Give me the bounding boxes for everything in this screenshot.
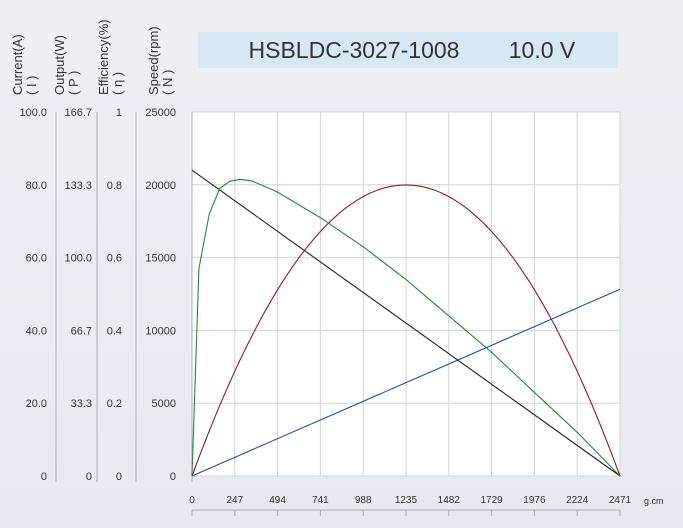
y-axes: 0 20.0 40.0 60.0 80.0 100.0 0 33.3 66.7 100.0 133.… [19,107,193,483]
y-tick-label-current: 100.0 [19,107,47,119]
x-tick-label: 988 [355,495,372,506]
x-tick-label: 1235 [395,495,418,506]
y-tick-label-speed: 25000 [145,107,176,119]
x-tick-label: 741 [312,495,329,506]
axis-title-output: Output(W) [52,35,67,95]
x-axis-unit: g.cm [644,496,664,506]
y-tick-label-output: 66.7 [71,325,92,337]
y-tick-label-output: 33.3 [71,398,92,410]
y-tick-label-current: 20.0 [26,398,47,410]
axis-title-current: Current(A) [10,34,25,95]
y-tick-label-current: 80.0 [26,180,47,192]
y-tick-label-efficiency: 0.6 [107,253,122,265]
chart-title: HSBLDC-3027-1008 [249,37,460,63]
title-banner [198,32,618,68]
x-tick-label: 1976 [523,495,546,506]
axis-title-speed: Speed(rpm) [146,26,161,95]
axis-symbol-current: ( I ) [24,76,39,96]
x-tick-label: 247 [226,495,243,506]
y-tick-label-output: 0 [86,471,92,483]
y-tick-label-output: 166.7 [64,107,92,119]
y-tick-label-efficiency: 0 [116,471,122,483]
y-tick-label-efficiency: 1 [116,107,122,119]
voltage-label: 10.0 V [509,37,576,63]
y-tick-label-output: 133.3 [64,180,92,192]
y-tick-label-efficiency: 0.4 [107,325,122,337]
grid-lines [191,111,621,477]
y-tick-label-speed: 0 [170,471,176,483]
y-tick-label-current: 0 [41,471,47,483]
x-axis: 0 247 494 741 988 1235 1482 1729 1976 2224 2471 g.c… [189,495,664,516]
series-line-output [191,184,621,477]
y-tick-label-speed: 20000 [145,180,176,192]
axis-symbol-output: ( P ) [66,71,81,95]
axis-title-efficiency: Efficiency(%) [96,19,111,95]
series-line-efficiency [191,178,621,477]
axis-symbol-speed: ( N ) [160,70,175,95]
x-tick-label: 494 [269,495,286,506]
series-line-current [191,288,621,477]
x-tick-label: 2471 [609,495,632,506]
axis-symbol-efficiency: ( η ) [110,72,125,95]
axis-headers: Current(A)( I ) Output(W)( P ) Efficiency(… [10,19,175,95]
series-group [191,169,621,477]
y-tick-label-speed: 5000 [152,398,176,410]
y-tick-label-speed: 10000 [145,325,176,337]
x-tick-label: 1482 [438,495,461,506]
y-tick-label-current: 60.0 [26,253,47,265]
x-tick-label: 1729 [480,495,503,506]
y-tick-label-efficiency: 0.2 [107,398,122,410]
y-tick-label-efficiency: 0.8 [107,180,122,192]
series-line-speed [191,169,621,477]
y-tick-label-current: 40.0 [26,325,47,337]
x-tick-label: 2224 [566,495,589,506]
y-tick-label-output: 100.0 [64,253,92,265]
x-tick-label: 0 [189,495,195,506]
y-tick-label-speed: 15000 [145,253,176,265]
